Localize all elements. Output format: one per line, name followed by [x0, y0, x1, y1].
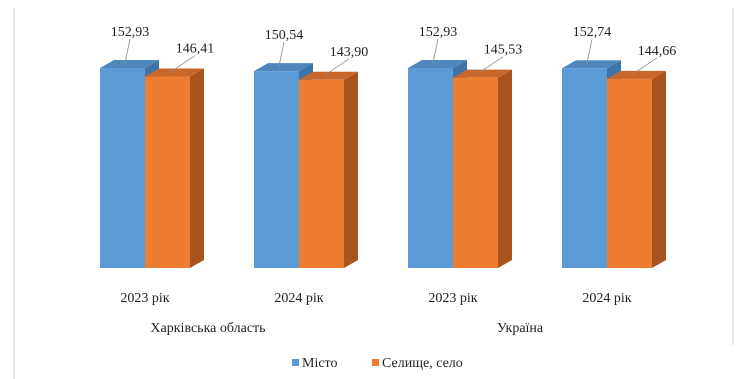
legend-swatch	[292, 359, 299, 366]
value-labels-layer: 152,93 146,41 150,54 143,90 152,93 145,53 152,…	[111, 25, 677, 77]
value-label: 145,53	[484, 43, 523, 58]
category-labels-layer: 2023 рік 2024 рік 2023 рік 2024 рік	[120, 291, 631, 306]
value-label: 152,93	[111, 25, 150, 40]
group-label: Україна	[497, 321, 544, 336]
bar-top	[453, 69, 512, 78]
leader-line	[278, 42, 285, 68]
category-label: 2024 рік	[582, 291, 631, 306]
bar-top	[562, 60, 621, 69]
leader-line	[432, 38, 439, 65]
bar-front	[408, 68, 453, 268]
leader-line	[169, 55, 196, 73]
legend: Місто Селище, село	[292, 356, 463, 371]
leader-line	[323, 58, 350, 77]
bar-front	[145, 76, 190, 268]
bar-front	[453, 77, 498, 268]
value-label: 144,66	[638, 44, 677, 59]
bar-side	[652, 70, 666, 269]
bar-top	[254, 63, 313, 72]
bar-top	[408, 60, 467, 68]
leader-line	[631, 57, 658, 76]
bar-front	[607, 78, 652, 269]
leader-line	[124, 38, 131, 65]
value-label: 143,90	[330, 45, 369, 60]
group-label: Харківська область	[150, 321, 265, 336]
leader-line	[477, 56, 504, 75]
bar-front	[254, 71, 299, 268]
bar-top	[145, 68, 204, 77]
bar-top	[100, 60, 159, 68]
bar-front	[100, 68, 145, 268]
bar-top	[607, 70, 666, 79]
bar-side	[498, 69, 512, 268]
category-label: 2023 рік	[120, 291, 169, 306]
value-label: 150,54	[265, 28, 304, 43]
bar-side	[344, 71, 358, 268]
value-label: 146,41	[176, 42, 215, 57]
bar-side	[190, 68, 204, 268]
bars-layer	[100, 60, 666, 269]
group-labels-layer: Харківська область Україна	[150, 321, 544, 336]
category-label: 2023 рік	[428, 291, 477, 306]
legend-swatch	[372, 359, 379, 366]
value-label: 152,74	[573, 25, 612, 40]
value-label: 152,93	[419, 25, 458, 40]
leader-line	[586, 39, 593, 65]
bar-front	[562, 68, 607, 269]
legend-label: Місто	[302, 356, 338, 371]
category-label: 2024 рік	[274, 291, 323, 306]
bar-top	[299, 71, 358, 80]
bar-front	[299, 79, 344, 268]
legend-label: Селище, село	[382, 356, 463, 371]
